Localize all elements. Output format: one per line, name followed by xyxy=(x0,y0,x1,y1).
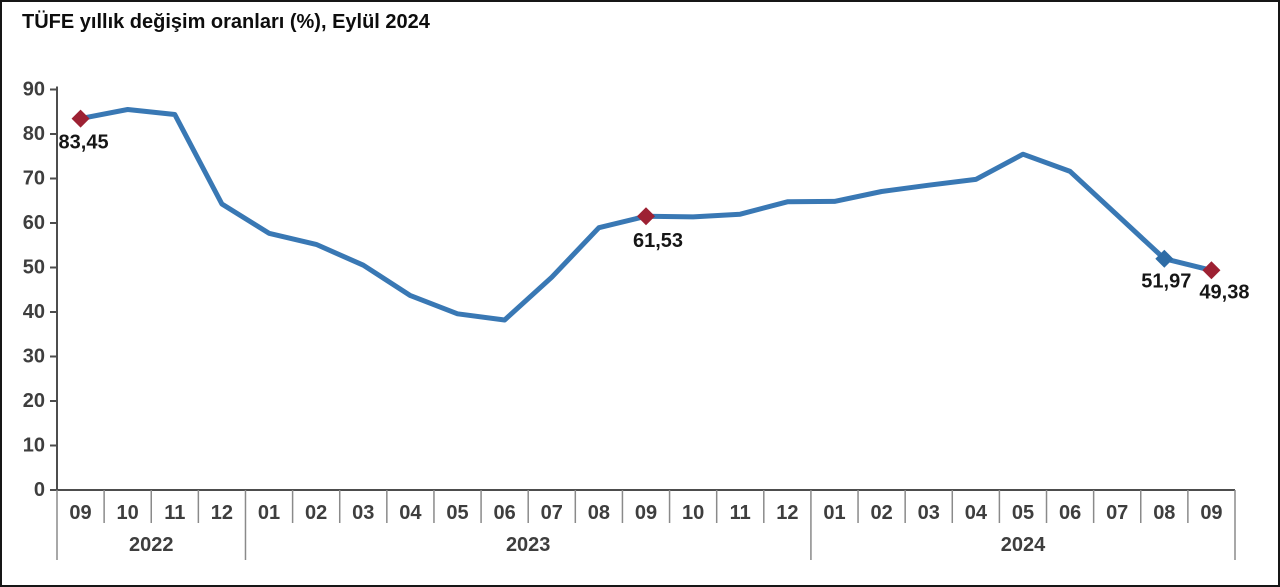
data-point-marker xyxy=(1202,261,1221,280)
data-point-label: 83,45 xyxy=(59,132,109,154)
x-axis-month-label: 02 xyxy=(870,502,892,524)
x-axis-month-label: 09 xyxy=(69,502,91,524)
x-axis-month-label: 07 xyxy=(541,502,563,524)
x-axis-month-label: 11 xyxy=(730,502,751,524)
x-axis-month-label: 10 xyxy=(682,502,704,524)
x-axis-month-label: 12 xyxy=(211,502,233,524)
x-axis-month-label: 06 xyxy=(494,502,516,524)
chart-title: TÜFE yıllık değişim oranları (%), Eylül … xyxy=(22,11,430,33)
data-point-label: 51,97 xyxy=(1141,271,1191,293)
data-point-label: 61,53 xyxy=(633,230,683,252)
x-axis-month-label: 03 xyxy=(352,502,374,524)
y-axis-label: 40 xyxy=(23,301,45,323)
data-point-marker xyxy=(1155,249,1174,268)
x-axis-year-label: 2023 xyxy=(506,534,551,556)
x-axis-month-label: 02 xyxy=(305,502,327,524)
x-axis-month-label: 06 xyxy=(1059,502,1081,524)
x-axis-month-label: 08 xyxy=(1153,502,1175,524)
x-axis-month-label: 01 xyxy=(258,502,280,524)
y-axis-label: 60 xyxy=(23,212,45,234)
x-axis-month-label: 09 xyxy=(1200,502,1222,524)
y-axis-label: 50 xyxy=(23,257,45,279)
y-axis-label: 30 xyxy=(23,346,45,368)
x-axis-month-label: 03 xyxy=(918,502,940,524)
x-axis-year-label: 2024 xyxy=(1001,534,1046,556)
x-axis-month-label: 05 xyxy=(446,502,468,524)
y-axis-label: 10 xyxy=(23,435,45,457)
x-axis-month-label: 10 xyxy=(117,502,139,524)
y-axis-label: 90 xyxy=(23,79,45,101)
x-axis-month-label: 11 xyxy=(164,502,185,524)
data-point-label: 49,38 xyxy=(1199,281,1249,303)
y-axis-label: 70 xyxy=(23,168,45,190)
data-point-marker xyxy=(637,207,655,226)
x-axis-month-label: 05 xyxy=(1012,502,1034,524)
x-axis-year-label: 2022 xyxy=(129,534,174,556)
y-axis-label: 20 xyxy=(23,390,45,412)
x-axis-month-label: 08 xyxy=(588,502,610,524)
y-axis-label: 0 xyxy=(34,479,45,501)
x-axis-month-label: 04 xyxy=(399,502,422,524)
data-point-marker xyxy=(71,109,90,128)
x-axis-month-label: 01 xyxy=(823,502,845,524)
x-axis-month-label: 09 xyxy=(635,502,657,524)
x-axis-month-label: 04 xyxy=(965,502,988,524)
x-axis-month-label: 12 xyxy=(776,502,798,524)
y-axis-label: 80 xyxy=(23,123,45,145)
x-axis-month-label: 07 xyxy=(1106,502,1128,524)
